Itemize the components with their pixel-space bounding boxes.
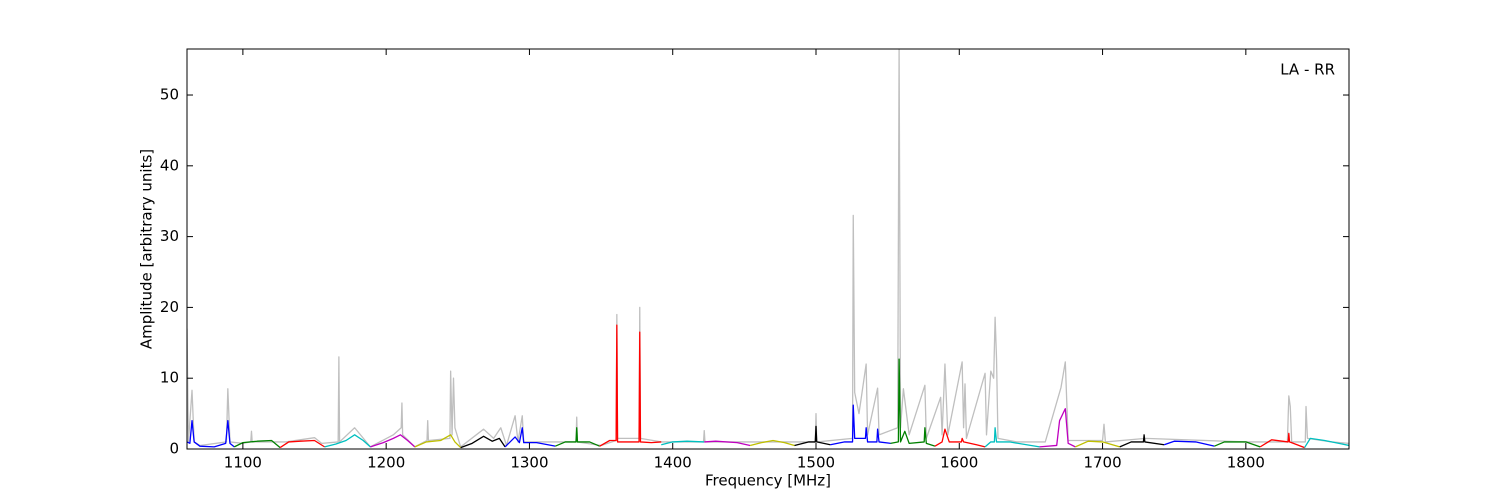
- x-tick-label: 1700: [1083, 454, 1121, 472]
- series-line: [984, 427, 1040, 448]
- x-axis-label: Frequency [MHz]: [705, 472, 831, 490]
- series-line: [233, 439, 281, 449]
- y-tick-label: 30: [160, 227, 179, 245]
- series-line: [599, 324, 662, 447]
- y-tick-label: 10: [160, 369, 179, 387]
- y-tick-label: 50: [160, 86, 179, 104]
- series-line: [749, 439, 795, 447]
- y-tick-label: 40: [160, 156, 179, 174]
- series-line: [279, 439, 325, 449]
- series-line: [830, 404, 891, 446]
- x-tick-label: 1100: [224, 454, 262, 472]
- series-line: [370, 434, 416, 448]
- series-group: [187, 49, 1349, 449]
- series-line: [1259, 432, 1305, 449]
- x-tick-label: 1400: [654, 454, 692, 472]
- series-line: [187, 420, 235, 448]
- series-line: [554, 427, 600, 447]
- annotation: LA - RR: [1280, 61, 1335, 79]
- series-line: [890, 358, 936, 447]
- x-tick-label: 1600: [940, 454, 978, 472]
- y-axis-label: Amplitude [arbitrary units]: [138, 149, 156, 349]
- series-line: [460, 435, 506, 449]
- series-line: [1214, 441, 1261, 448]
- series-line: [794, 425, 831, 447]
- series-line: [414, 434, 462, 449]
- series-line: [934, 428, 986, 448]
- y-tick-label: 20: [160, 298, 179, 316]
- x-tick-label: 1500: [797, 454, 835, 472]
- series-line: [1163, 440, 1215, 447]
- plot-frame: [186, 48, 1350, 450]
- series-line: [1075, 440, 1120, 448]
- series-line: [324, 434, 371, 448]
- series-line: [704, 440, 751, 447]
- series-line: [1039, 408, 1076, 448]
- series-line: [661, 440, 705, 446]
- x-tick-label: 1300: [510, 454, 548, 472]
- series-line: [187, 49, 1349, 448]
- series-line: [504, 427, 556, 448]
- x-tick-label: 1800: [1227, 454, 1265, 472]
- series-line: [1304, 437, 1349, 448]
- series-line: [1119, 434, 1165, 448]
- y-tick-label: 0: [169, 440, 179, 458]
- plot-area: [187, 49, 1349, 449]
- x-tick-label: 1200: [367, 454, 405, 472]
